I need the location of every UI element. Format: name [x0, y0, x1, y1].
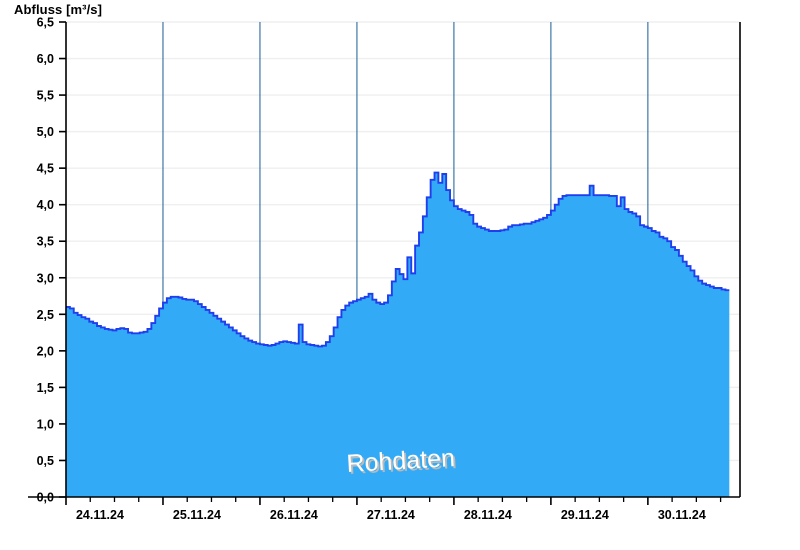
y-tick-label: 5,0 — [37, 125, 54, 139]
y-tick-label: 3,0 — [37, 271, 54, 285]
x-tick-label: 25.11.24 — [173, 508, 221, 522]
x-axis-tick-labels: 24.11.24 25.11.24 26.11.24 27.11.24 28.11.24… — [76, 508, 706, 522]
x-tick-label: 26.11.24 — [270, 508, 318, 522]
y-tick-label: 2,5 — [37, 308, 54, 322]
area-fill — [66, 172, 730, 498]
axes — [28, 22, 741, 498]
x-axis-ticks — [65, 497, 722, 505]
watermark-shadow-text: Rohdaten — [348, 446, 458, 480]
y-tick-label: 6,5 — [37, 16, 54, 30]
x-tick-label: 29.11.24 — [561, 508, 609, 522]
chart-title: Abfluss [m³/s] — [14, 2, 103, 17]
y-tick-label: 2,0 — [37, 344, 54, 358]
y-tick-label: 0,0 — [37, 491, 54, 505]
y-tick-label: 4,5 — [37, 162, 54, 176]
y-tick-label: 1,0 — [37, 417, 54, 431]
y-tick-label: 6,0 — [37, 52, 54, 66]
y-axis-ticks — [59, 21, 66, 498]
watermark-annotation: Rohdaten Rohdaten — [346, 444, 458, 480]
y-tick-label: 0,5 — [37, 454, 54, 468]
x-tick-label: 28.11.24 — [464, 508, 512, 522]
y-tick-label: 5,5 — [37, 89, 54, 103]
y-axis-tick-labels: 0,0 0,5 1,0 1,5 2,0 2,5 3,0 3,5 4,0 4,5 5,0 5,5 6,0 6… — [37, 16, 54, 505]
watermark-label: Rohdaten — [346, 444, 456, 478]
y-tick-label: 1,5 — [37, 381, 54, 395]
x-tick-label: 30.11.24 — [658, 508, 706, 522]
area-outline — [66, 171, 730, 348]
y-tick-label: 4,0 — [37, 198, 54, 212]
x-tick-label: 24.11.24 — [76, 508, 124, 522]
x-tick-label: 27.11.24 — [367, 508, 415, 522]
y-tick-label: 3,5 — [37, 235, 54, 249]
data-area-series — [66, 171, 730, 498]
